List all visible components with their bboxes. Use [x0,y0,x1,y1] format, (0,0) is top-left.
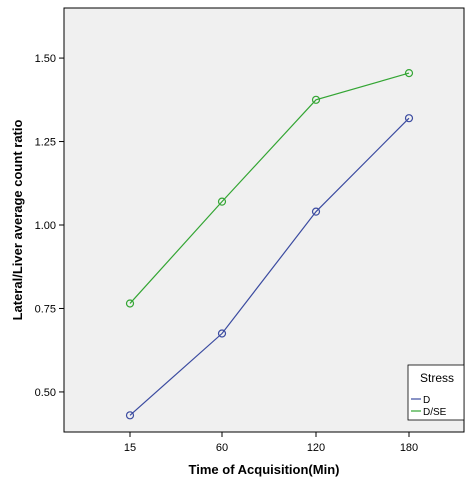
data-point-dse [217,197,227,206]
legend: Stress D D/SE [407,364,465,421]
data-point-d [311,207,321,216]
legend-label-d: D [423,395,430,406]
series-line-d [129,117,410,416]
y-tick-label: 1.25 [35,137,56,149]
plot-area [63,7,465,433]
series-layer [125,69,414,420]
x-tick-label: 60 [216,442,228,454]
data-point-dse [311,95,321,104]
y-tick-label: 1.50 [35,53,56,65]
x-axis-label: Time of Acquisition(Min) [189,462,340,477]
x-tick-label: 15 [124,442,136,454]
data-point-d [125,411,135,420]
y-axis-label: Lateral/Liver average count ratio [10,120,25,321]
series-line-dse [129,72,410,304]
data-point-dse [404,69,414,78]
legend-label-dse: D/SE [423,407,447,418]
y-axis: 0.50 0.75 1.00 1.25 1.50 [35,53,64,399]
data-point-dse [125,299,135,308]
x-tick-label: 180 [400,442,418,454]
y-tick-label: 0.75 [35,303,56,315]
x-axis: 15 60 120 180 [124,432,418,454]
data-point-d [404,114,414,123]
x-tick-label: 120 [307,442,325,454]
data-point-d [217,329,227,338]
y-tick-label: 1.00 [35,220,56,232]
y-tick-label: 0.50 [35,387,56,399]
legend-title: Stress [420,371,454,385]
